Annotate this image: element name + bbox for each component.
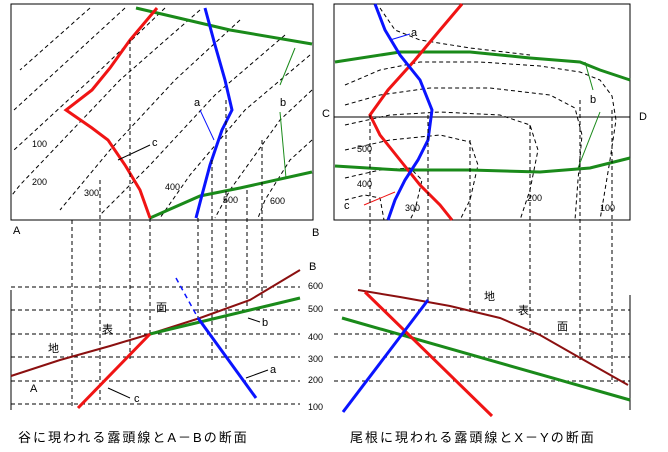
level-400: 400 (308, 332, 323, 342)
left-map-contour-200: 200 (32, 177, 47, 187)
contour-line (59, 19, 241, 211)
right-section-levels (334, 309, 630, 382)
right-map-b-line-upper (334, 50, 631, 82)
right-section-ground-char-2: 表 (518, 303, 529, 317)
left-section-bottom-a: A (30, 383, 38, 395)
contour-line (344, 194, 385, 221)
left-map-a-leader (199, 109, 215, 141)
right-map-c-line (368, 3, 464, 221)
right-map: a b c C D 500 400 300 200 100 (322, 3, 647, 221)
left-map-b-leader-bottom (279, 111, 287, 179)
contour-line (257, 139, 313, 219)
left-map-label-c: c (152, 137, 158, 149)
left-map-b-line-lower (149, 170, 313, 220)
left-section-ground-char-2: 表 (102, 322, 113, 336)
left-map-contour-600: 600 (270, 196, 285, 206)
level-300: 300 (308, 354, 323, 364)
contour-line (19, 7, 91, 71)
left-map-corner-b: B (312, 227, 319, 239)
right-caption: 尾根に現われる露頭線とX－Yの断面 (350, 430, 596, 445)
left-section-label-a: a (270, 364, 277, 376)
left-section-ground-char-3: 面 (156, 302, 167, 314)
projection-lines (71, 40, 613, 408)
left-map-label-a: a (194, 97, 201, 109)
right-map-contour-300: 300 (405, 203, 420, 213)
right-map-point-c: C (322, 108, 330, 120)
contour-line (344, 111, 539, 221)
right-section-ground (357, 289, 629, 386)
right-map-contour-200: 200 (527, 193, 542, 203)
left-map-a-line (194, 7, 234, 219)
left-map: a b c 100 200 300 400 500 600 A B (10, 3, 319, 239)
right-map-a-leader (389, 33, 411, 41)
left-section-top-b: B (309, 261, 316, 273)
level-600: 600 (308, 281, 323, 291)
left-section: B A 地 表 面 b a c (10, 261, 316, 410)
right-map-label-b: b (590, 94, 596, 106)
contour-line (214, 89, 313, 219)
left-map-b-leader-top (279, 47, 296, 86)
left-map-c-leader (117, 144, 151, 161)
contour-line (11, 9, 201, 196)
right-map-a-line (373, 3, 434, 221)
left-section-ground-char-1: 地 (48, 342, 59, 355)
contour-line (379, 7, 531, 56)
right-section-ground-char-3: 面 (557, 321, 568, 333)
left-map-corner-a: A (13, 225, 21, 237)
level-numbers: 600 500 400 300 200 100 (308, 281, 323, 412)
left-map-contour-500: 500 (223, 195, 238, 205)
left-map-contour-300: 300 (84, 188, 99, 198)
right-map-frame (333, 3, 631, 221)
left-section-label-b: b (262, 317, 268, 329)
left-map-b-line-upper (135, 6, 313, 46)
right-section-b-line (341, 316, 631, 402)
right-map-label-c: c (344, 200, 350, 212)
left-section-a-line (196, 317, 258, 399)
right-map-label-a: a (411, 27, 418, 39)
left-section-label-c: c (134, 393, 140, 405)
right-map-contour-400: 400 (357, 179, 372, 189)
left-map-c-line (63, 7, 159, 219)
left-section-a-projected (175, 277, 199, 319)
right-section: 地 表 面 (334, 289, 631, 418)
right-section-ground-char-1: 地 (484, 290, 495, 303)
level-100: 100 (308, 402, 323, 412)
right-map-contour-100: 100 (600, 203, 615, 213)
level-500: 500 (308, 304, 323, 314)
right-map-c-leader (363, 191, 396, 206)
right-section-a-line (341, 299, 430, 413)
left-caption: 谷に現われる露頭線とA－Bの断面 (18, 430, 249, 445)
left-section-b-leader (247, 317, 261, 323)
left-section-b-line (149, 296, 301, 336)
left-map-label-b: b (280, 97, 286, 109)
left-map-contour-400: 400 (165, 182, 180, 192)
right-map-b-leader-top (584, 61, 594, 91)
level-200: 200 (308, 375, 323, 385)
left-section-a-leader (245, 369, 269, 379)
right-map-b-line-lower (334, 156, 631, 174)
right-map-b-leader-bottom (577, 111, 601, 169)
left-section-ground (10, 269, 301, 377)
left-section-c-line (76, 332, 152, 410)
left-map-contour-100: 100 (32, 139, 47, 149)
right-map-point-d: D (639, 111, 647, 123)
right-map-contour-500: 500 (357, 144, 372, 154)
left-section-c-leader (107, 387, 131, 399)
right-section-c-line (363, 290, 494, 418)
contour-line (344, 167, 423, 221)
